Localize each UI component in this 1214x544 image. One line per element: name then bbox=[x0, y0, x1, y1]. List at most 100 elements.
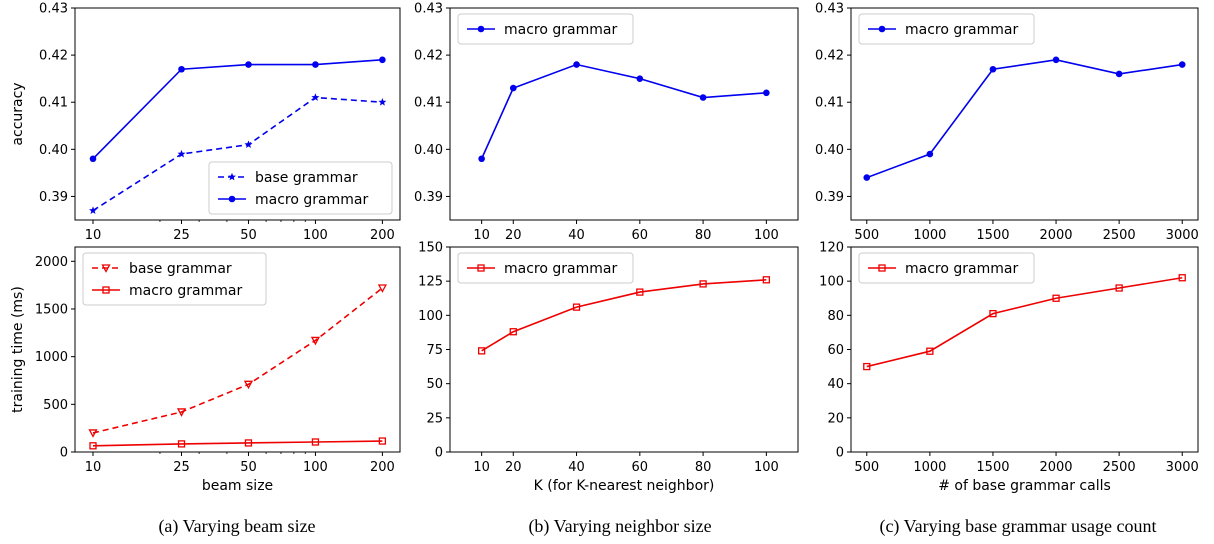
y-tick-label: 0.39 bbox=[815, 190, 844, 205]
x-tick-label: 40 bbox=[568, 228, 585, 243]
caption-b: (b) Varying neighbor size bbox=[528, 516, 711, 537]
y-tick-label: 0.40 bbox=[414, 143, 443, 158]
data-point bbox=[1115, 70, 1123, 78]
y-axis-label: training time (ms) bbox=[10, 286, 26, 413]
legend-label: base grammar bbox=[255, 170, 358, 186]
data-point bbox=[1178, 274, 1186, 282]
series-line bbox=[480, 63, 767, 160]
legend-box bbox=[457, 252, 634, 284]
data-point bbox=[509, 84, 517, 92]
chart-c-top: 0.39 0.40 0.41 0.42 0.43 500 1000 1500 2000 2500 3… bbox=[815, 2, 1199, 244]
legend-marker bbox=[477, 25, 485, 33]
legend-label: macro grammar bbox=[504, 261, 617, 277]
x-tick-label: 100 bbox=[754, 228, 779, 243]
x-tick-label: 10 bbox=[85, 228, 102, 243]
y-tick-label: 125 bbox=[418, 275, 443, 290]
x-axis-label: K (for K-nearest neighbor) bbox=[534, 478, 715, 494]
x-axis-label: beam size bbox=[202, 478, 273, 494]
data-point bbox=[863, 362, 871, 371]
data-point bbox=[989, 309, 997, 318]
x-tick-label: 10 bbox=[85, 460, 102, 475]
data-point bbox=[89, 442, 97, 450]
legend-marker bbox=[228, 172, 236, 181]
y-tick-label: 50 bbox=[426, 377, 443, 392]
x-tick-label: 100 bbox=[303, 460, 328, 475]
data-point bbox=[478, 155, 485, 163]
chart-b-bottom: 0 25 50 75 100 125 150 10 20 40 60 80 100 K (for K-ne… bbox=[418, 241, 799, 494]
x-tick-label: 200 bbox=[370, 460, 395, 475]
legend: macro grammar bbox=[457, 13, 634, 45]
legend-box bbox=[208, 161, 393, 215]
data-point bbox=[245, 61, 252, 68]
y-tick-label: 0.42 bbox=[39, 49, 68, 64]
x-tick-label: 40 bbox=[568, 460, 585, 475]
plot-frame bbox=[74, 246, 401, 453]
legend-label: base grammar bbox=[129, 261, 232, 277]
legend: macro grammar bbox=[858, 252, 1035, 284]
y-tick-label: 100 bbox=[418, 309, 443, 324]
legend: macro grammar bbox=[457, 252, 634, 284]
data-point bbox=[1178, 61, 1186, 68]
caption-c: (c) Varying base grammar usage count bbox=[879, 516, 1156, 537]
y-tick-label: 0.39 bbox=[39, 190, 68, 205]
y-tick-label: 0.41 bbox=[414, 96, 443, 111]
y-tick-label: 0 bbox=[60, 446, 68, 461]
y-tick-label: 1500 bbox=[35, 302, 68, 317]
x-tick-label: 1500 bbox=[976, 460, 1009, 475]
legend: macro grammar bbox=[858, 13, 1035, 45]
y-tick-label: 120 bbox=[819, 241, 844, 256]
legend-label: macro grammar bbox=[905, 261, 1018, 277]
legend-label: macro grammar bbox=[129, 283, 242, 299]
series-line bbox=[92, 59, 383, 160]
x-tick-label: 2000 bbox=[1039, 228, 1072, 243]
chart-a-top: 0.39 0.40 0.41 0.42 0.43 10 25 50 100 200 accuracy… bbox=[10, 2, 401, 243]
y-axis-label: accuracy bbox=[10, 82, 26, 145]
y-tick-label: 0.43 bbox=[414, 2, 443, 17]
x-tick-label: 50 bbox=[240, 460, 257, 475]
data-point bbox=[88, 429, 98, 438]
data-point bbox=[244, 140, 253, 149]
x-tick-label: 80 bbox=[695, 228, 712, 243]
legend-marker bbox=[878, 264, 886, 272]
data-point bbox=[572, 303, 581, 311]
x-tick-label: 100 bbox=[303, 228, 328, 243]
y-tick-label: 0.40 bbox=[39, 143, 68, 158]
x-tick-label: 200 bbox=[370, 228, 395, 243]
data-point bbox=[243, 380, 254, 390]
data-point bbox=[244, 439, 253, 447]
legend-box bbox=[858, 13, 1035, 45]
y-tick-label: 1000 bbox=[35, 350, 68, 365]
data-point bbox=[699, 94, 707, 101]
chart-b-top: 0.39 0.40 0.41 0.42 0.43 10 20 40 60 80 100 macro g… bbox=[414, 2, 799, 243]
data-point bbox=[312, 61, 319, 68]
y-tick-label: 0.42 bbox=[815, 49, 844, 64]
y-tick-label: 500 bbox=[43, 398, 68, 413]
data-point bbox=[311, 438, 320, 446]
legend: base grammar macro grammar bbox=[208, 161, 393, 215]
legend-label: macro grammar bbox=[905, 22, 1018, 38]
caption-a: (a) Varying beam size bbox=[158, 516, 315, 537]
data-point bbox=[1052, 294, 1060, 302]
data-point bbox=[1052, 56, 1060, 64]
data-point bbox=[178, 65, 185, 73]
x-tick-label: 500 bbox=[854, 460, 879, 475]
legend-marker bbox=[878, 25, 886, 33]
y-tick-label: 60 bbox=[827, 343, 844, 358]
data-point bbox=[763, 89, 770, 97]
data-point bbox=[89, 155, 97, 163]
x-tick-label: 50 bbox=[240, 228, 257, 243]
x-tick-label: 500 bbox=[854, 228, 879, 243]
legend-label: macro grammar bbox=[255, 192, 368, 208]
series-line bbox=[866, 276, 1183, 368]
y-tick-label: 0 bbox=[836, 446, 844, 461]
y-tick-label: 100 bbox=[819, 275, 844, 290]
data-point bbox=[509, 328, 517, 336]
x-tick-label: 2500 bbox=[1103, 228, 1136, 243]
y-tick-label: 25 bbox=[426, 411, 443, 426]
x-tick-label: 80 bbox=[695, 460, 712, 475]
y-tick-label: 0.43 bbox=[815, 2, 844, 17]
data-point bbox=[636, 75, 644, 82]
plot-frame bbox=[74, 7, 401, 221]
legend-box bbox=[457, 13, 634, 45]
y-tick-label: 0.42 bbox=[414, 49, 443, 64]
